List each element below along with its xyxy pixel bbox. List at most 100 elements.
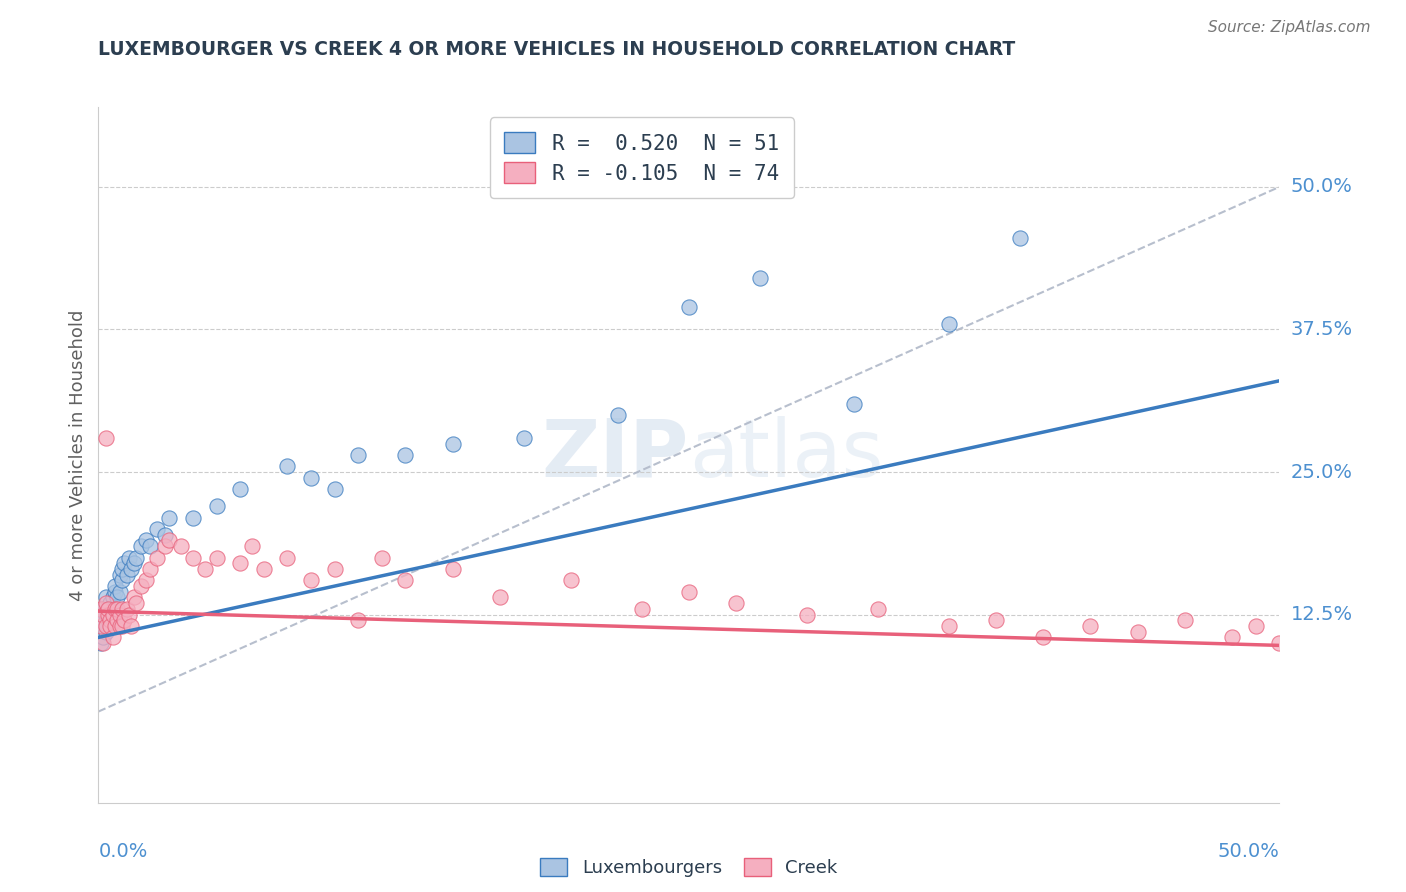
Point — [205, 550, 228, 565]
Point — [108, 584, 131, 599]
Point — [194, 562, 217, 576]
Point — [678, 300, 700, 314]
Point — [1244, 619, 1267, 633]
Point — [299, 574, 322, 588]
Point — [118, 607, 141, 622]
Point — [94, 607, 117, 622]
Point — [146, 522, 169, 536]
Point — [90, 602, 112, 616]
Point — [205, 500, 228, 514]
Point — [229, 556, 252, 570]
Point — [101, 591, 124, 605]
Point — [135, 533, 157, 548]
Point — [97, 602, 120, 616]
Point — [157, 533, 180, 548]
Point — [108, 619, 131, 633]
Point — [1386, 631, 1406, 645]
Point — [101, 613, 124, 627]
Point — [98, 613, 121, 627]
Point — [347, 613, 370, 627]
Point — [146, 550, 169, 565]
Point — [135, 574, 157, 588]
Point — [97, 619, 120, 633]
Point — [607, 408, 630, 422]
Point — [229, 482, 252, 496]
Point — [1220, 631, 1243, 645]
Point — [97, 602, 120, 616]
Point — [394, 574, 416, 588]
Text: 0.0%: 0.0% — [98, 842, 148, 861]
Point — [181, 550, 204, 565]
Point — [1339, 636, 1361, 650]
Point — [105, 602, 128, 616]
Point — [560, 574, 582, 588]
Point — [90, 619, 112, 633]
Point — [118, 550, 141, 565]
Text: 12.5%: 12.5% — [1291, 605, 1353, 624]
Point — [111, 574, 134, 588]
Point — [1080, 619, 1102, 633]
Point — [1268, 636, 1291, 650]
Point — [122, 591, 145, 605]
Point — [91, 636, 114, 650]
Point — [98, 596, 121, 610]
Point — [866, 602, 889, 616]
Point — [394, 448, 416, 462]
Point — [111, 602, 134, 616]
Text: ZIP: ZIP — [541, 416, 689, 494]
Point — [276, 459, 298, 474]
Point — [139, 562, 162, 576]
Point — [91, 619, 114, 633]
Point — [1008, 231, 1031, 245]
Point — [112, 613, 135, 627]
Point — [181, 510, 204, 524]
Point — [371, 550, 394, 565]
Point — [299, 471, 322, 485]
Point — [323, 482, 346, 496]
Point — [153, 528, 176, 542]
Point — [984, 613, 1007, 627]
Point — [1292, 624, 1315, 639]
Point — [91, 631, 114, 645]
Point — [90, 636, 112, 650]
Point — [125, 596, 148, 610]
Point — [139, 539, 162, 553]
Point — [91, 602, 114, 616]
Text: Source: ZipAtlas.com: Source: ZipAtlas.com — [1208, 20, 1371, 35]
Point — [1032, 631, 1054, 645]
Point — [240, 539, 263, 553]
Point — [938, 317, 960, 331]
Point — [94, 596, 117, 610]
Point — [94, 431, 117, 445]
Point — [157, 510, 180, 524]
Point — [115, 567, 138, 582]
Point — [129, 579, 152, 593]
Point — [94, 619, 117, 633]
Point — [108, 567, 131, 582]
Point — [98, 619, 121, 633]
Point — [938, 619, 960, 633]
Point — [104, 579, 127, 593]
Point — [1316, 631, 1339, 645]
Point — [253, 562, 276, 576]
Point — [844, 396, 866, 410]
Point — [489, 591, 512, 605]
Point — [104, 602, 127, 616]
Point — [91, 607, 114, 622]
Point — [105, 613, 128, 627]
Point — [441, 562, 464, 576]
Point — [104, 584, 127, 599]
Text: 50.0%: 50.0% — [1291, 178, 1353, 196]
Y-axis label: 4 or more Vehicles in Household: 4 or more Vehicles in Household — [69, 310, 87, 600]
Point — [276, 550, 298, 565]
Point — [105, 591, 128, 605]
Point — [90, 613, 112, 627]
Point — [512, 431, 534, 445]
Point — [748, 271, 770, 285]
Text: 25.0%: 25.0% — [1291, 463, 1353, 482]
Point — [97, 613, 120, 627]
Point — [122, 556, 145, 570]
Point — [98, 619, 121, 633]
Point — [121, 619, 143, 633]
Point — [630, 602, 652, 616]
